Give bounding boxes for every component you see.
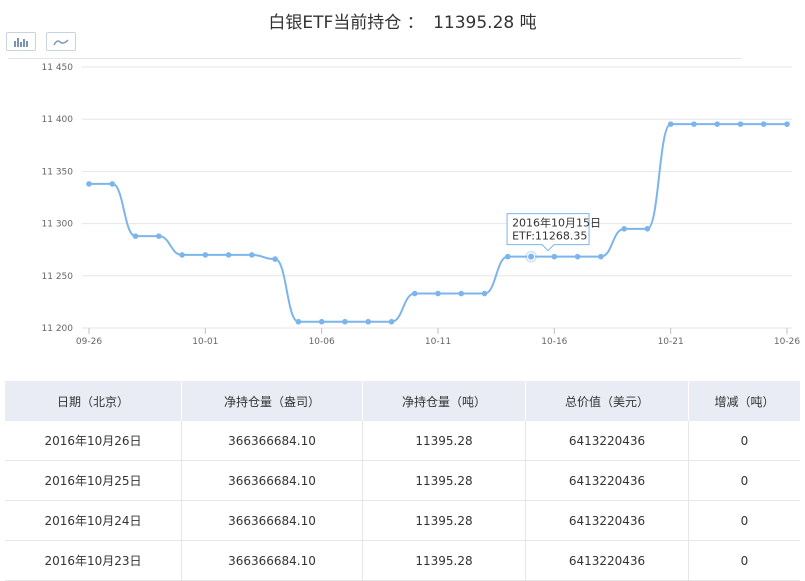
title-text: 白银ETF当前持仓 <box>268 13 402 33</box>
table-row: 2016年10月24日 366366684.10 11395.28 641322… <box>5 500 800 541</box>
cell-tonnes: 11395.28 <box>362 500 526 541</box>
cell-tonnes: 11395.28 <box>362 540 526 581</box>
data-point <box>714 121 720 127</box>
tooltip-box <box>506 213 590 252</box>
cell-date: 2016年10月25日 <box>5 460 182 501</box>
data-point <box>156 233 162 239</box>
header-divider <box>8 58 742 59</box>
data-point <box>272 256 278 262</box>
cell-value: 6413220436 <box>525 421 689 461</box>
col-change-header: 增减（吨） <box>688 381 800 421</box>
x-tick-label: 10-01 <box>192 337 218 347</box>
cell-value: 6413220436 <box>525 540 689 581</box>
data-point <box>132 233 139 239</box>
x-tick-label: 10-16 <box>541 337 567 347</box>
tooltip-value: ETF:11268.35 <box>512 230 587 243</box>
cell-change: 0 <box>688 460 800 501</box>
data-point <box>388 318 395 325</box>
cell-ounces: 366366684.10 <box>181 500 363 541</box>
data-point <box>295 318 302 325</box>
cell-change: 0 <box>688 500 800 541</box>
x-tick-label: 10-11 <box>425 337 451 347</box>
cell-date: 2016年10月24日 <box>5 500 182 541</box>
cell-ounces: 366366684.10 <box>181 460 363 501</box>
data-point <box>574 253 581 260</box>
cell-tonnes: 11395.28 <box>362 421 526 461</box>
data-point <box>667 121 674 127</box>
data-point <box>760 121 767 127</box>
data-point <box>644 226 651 232</box>
line-view-button[interactable] <box>46 32 76 51</box>
cell-change: 0 <box>688 421 800 461</box>
cell-ounces: 366366684.10 <box>181 421 363 461</box>
col-value-header: 总价值（美元） <box>525 381 689 421</box>
table-header-row: 日期（北京） 净持仓量（盎司） 净持仓量（吨） 总价值（美元） 增减（吨） <box>5 381 800 421</box>
cell-ounces: 366366684.10 <box>181 540 363 581</box>
data-point <box>411 290 418 297</box>
data-point <box>342 318 348 325</box>
col-date-header: 日期（北京） <box>5 381 182 421</box>
x-tick-label: 10-06 <box>309 337 335 347</box>
data-point <box>202 252 209 258</box>
data-point <box>225 252 232 258</box>
holdings-table: 日期（北京） 净持仓量（盎司） 净持仓量（吨） 总价值（美元） 增减（吨） 20… <box>5 381 800 581</box>
title-value: 11395.28 吨 <box>433 13 537 33</box>
data-point <box>598 253 604 260</box>
col-tonnes-header: 净持仓量（吨） <box>362 381 526 421</box>
x-tick-label: 09-26 <box>76 337 102 347</box>
y-tick-label: 11 350 <box>42 167 74 177</box>
y-tick-label: 11 250 <box>42 272 74 282</box>
cell-value: 6413220436 <box>525 500 689 541</box>
data-point <box>551 253 558 260</box>
x-tick-label: 10-21 <box>658 337 684 347</box>
table-row: 2016年10月26日 366366684.10 11395.28 641322… <box>5 421 800 461</box>
data-point <box>318 318 325 325</box>
cell-date: 2016年10月23日 <box>5 540 182 581</box>
table-row: 2016年10月25日 366366684.10 11395.28 641322… <box>5 460 800 501</box>
data-point <box>784 121 790 127</box>
data-point <box>505 253 511 260</box>
etf-holdings-chart: 11 200 11 250 11 300 11 350 11 400 11 450 09-2… <box>42 63 801 347</box>
data-point <box>737 121 744 127</box>
bar-chart-icon <box>14 37 28 47</box>
y-tick-label: 11 450 <box>42 63 74 73</box>
x-tick-label: 10-26 <box>774 337 800 347</box>
y-tick-label: 11 400 <box>42 115 74 125</box>
cell-value: 6413220436 <box>525 460 689 501</box>
data-point <box>435 290 441 297</box>
col-ounces-header: 净持仓量（盎司） <box>181 381 363 421</box>
y-tick-label: 11 300 <box>42 220 74 230</box>
data-point <box>249 252 255 258</box>
cell-tonnes: 11395.28 <box>362 460 526 501</box>
data-point <box>691 121 697 127</box>
cell-change: 0 <box>688 540 800 581</box>
title-separator: ： <box>406 13 424 33</box>
data-point <box>365 318 372 325</box>
table-row: 2016年10月23日 366366684.10 11395.28 641322… <box>5 540 800 581</box>
data-point <box>179 252 185 258</box>
data-point <box>109 181 116 187</box>
data-point <box>458 290 465 297</box>
data-point <box>621 226 627 232</box>
data-point <box>481 290 488 297</box>
tooltip-date: 2016年10月15日 <box>512 216 601 230</box>
cell-date: 2016年10月26日 <box>5 421 182 461</box>
bar-view-button[interactable] <box>6 32 36 51</box>
data-point <box>86 181 92 187</box>
page-title: 白银ETF当前持仓 ： 11395.28 吨 <box>0 8 805 33</box>
line-chart-icon <box>53 38 69 45</box>
hover-point <box>527 252 536 261</box>
y-tick-label: 11 200 <box>42 324 74 334</box>
